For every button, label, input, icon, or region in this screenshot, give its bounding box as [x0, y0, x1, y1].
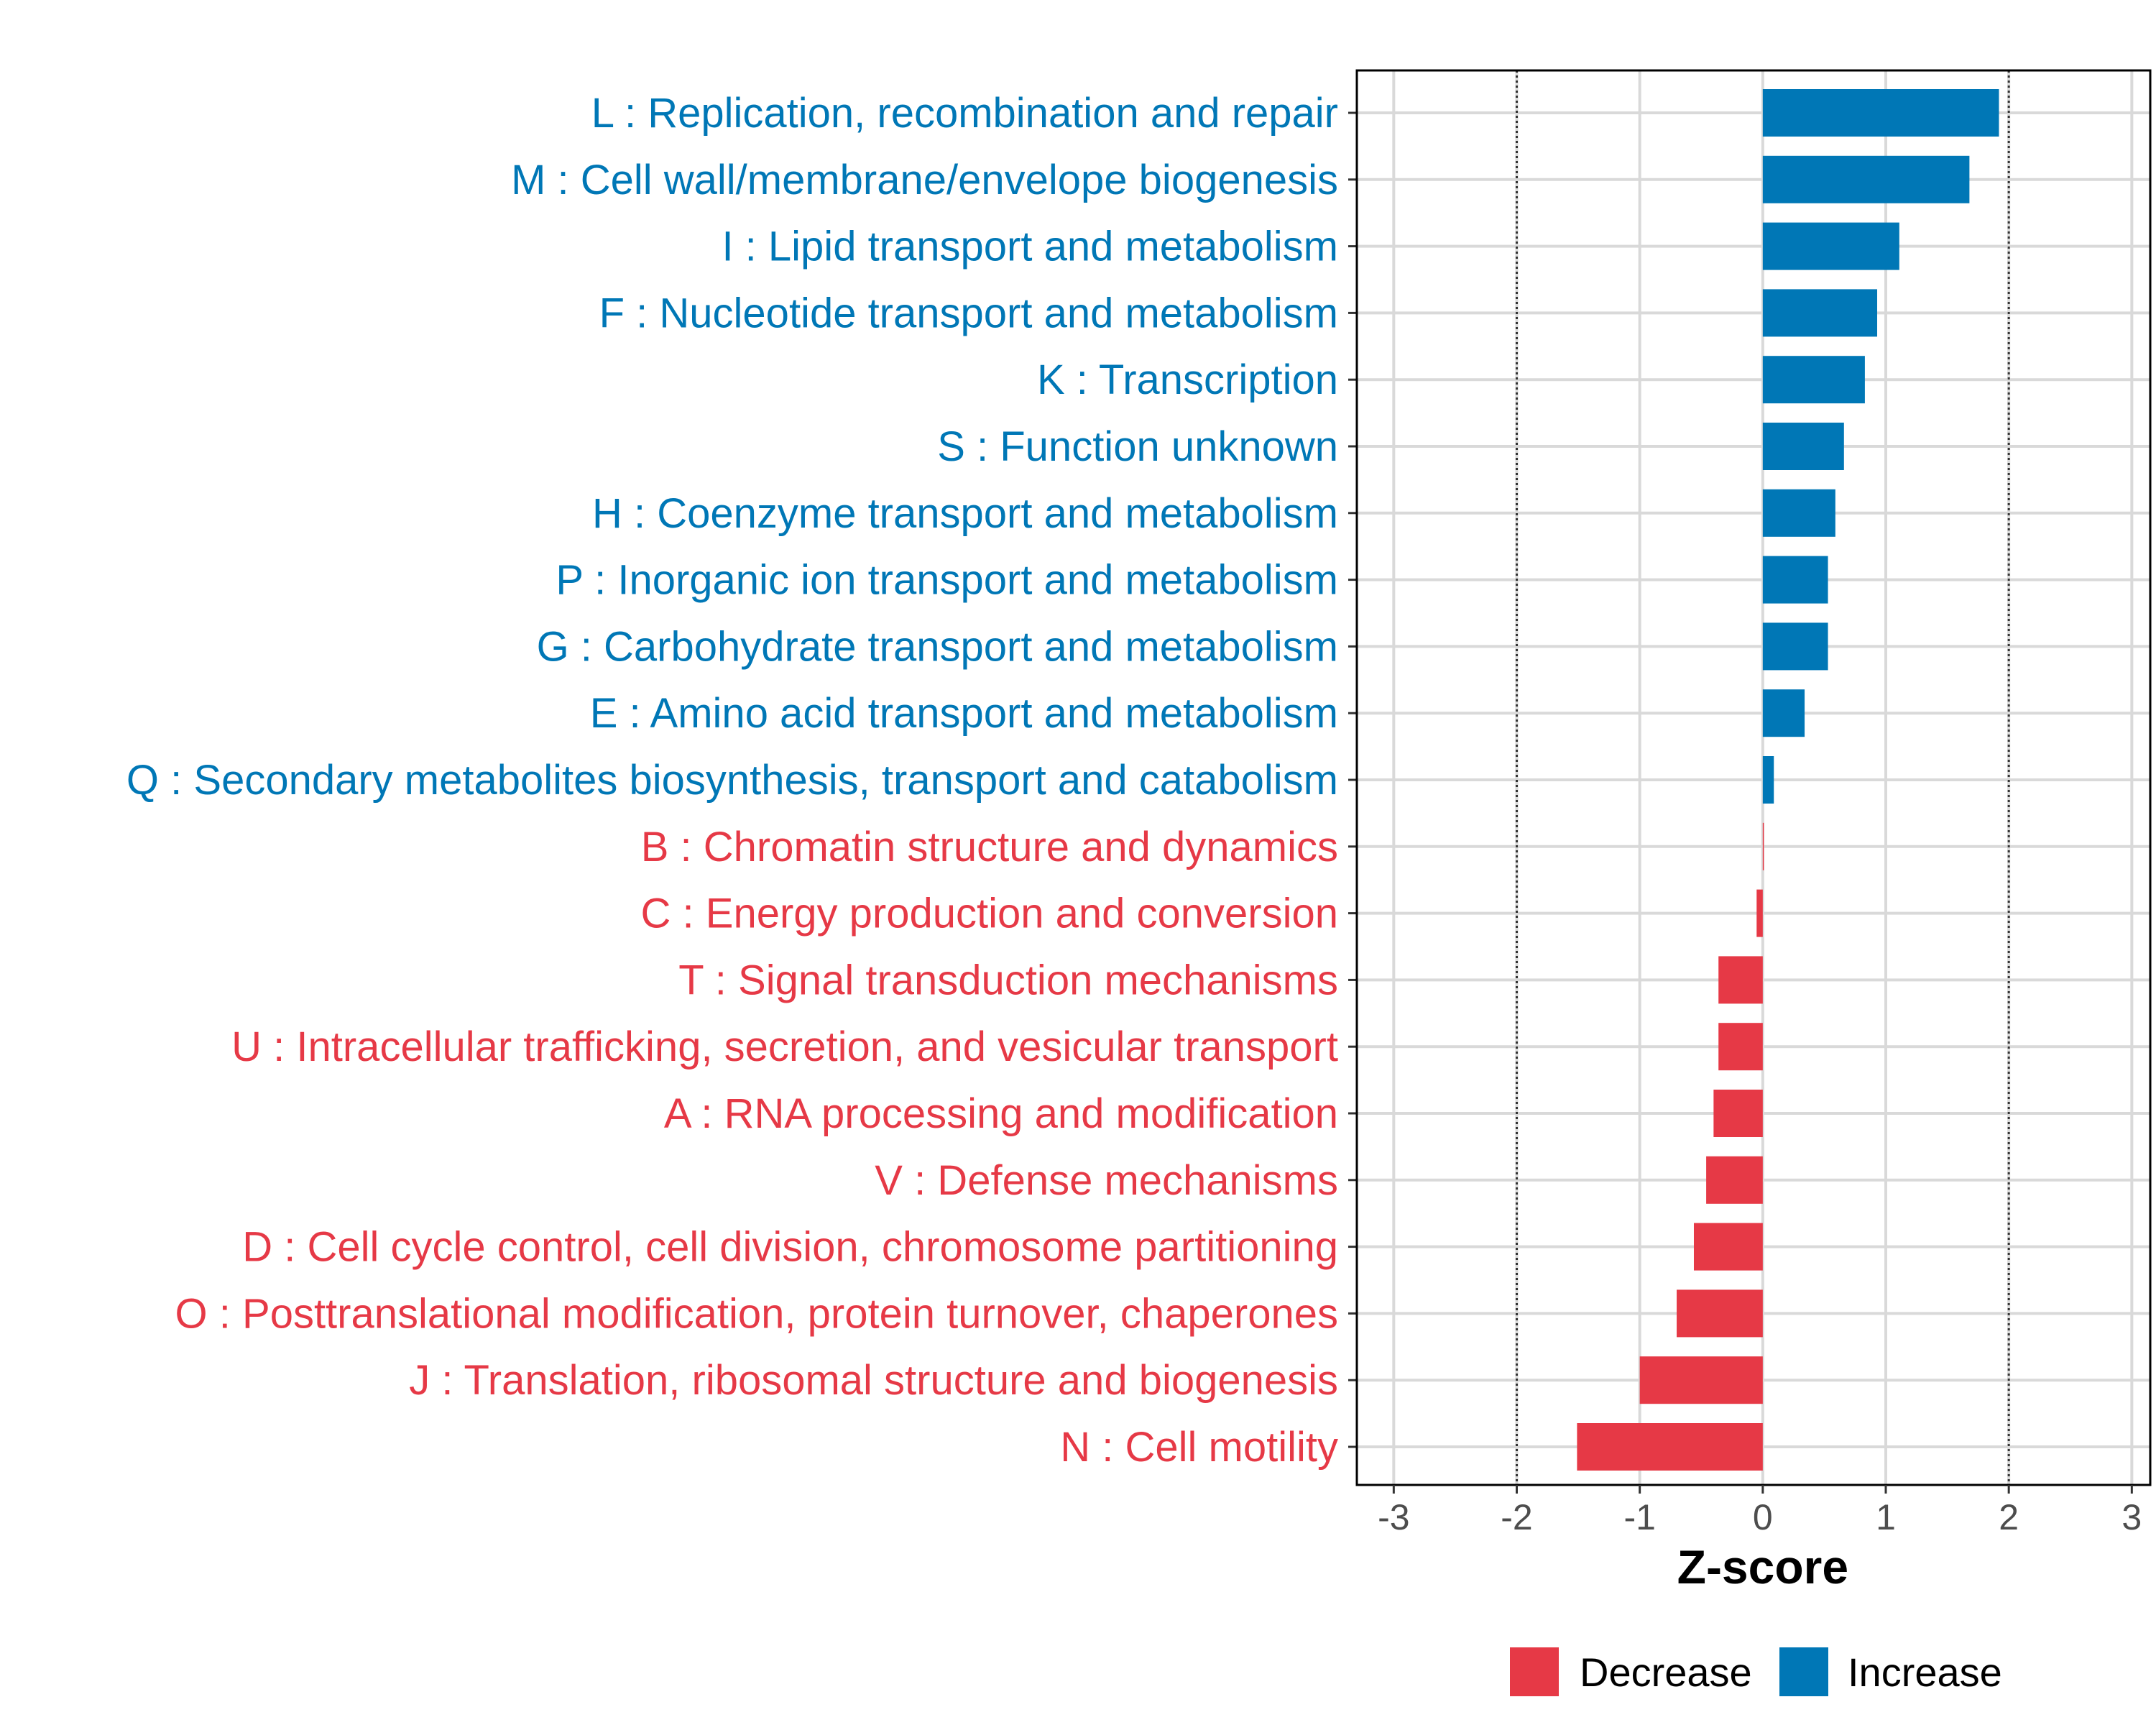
bar — [1762, 89, 1999, 137]
category-label: A : RNA processing and modification — [664, 1090, 1338, 1137]
category-label: M : Cell wall/membrane/envelope biogenes… — [511, 157, 1338, 203]
category-label: N : Cell motility — [1060, 1424, 1338, 1471]
category-label: J : Translation, ribosomal structure and… — [409, 1357, 1338, 1404]
bar — [1762, 622, 1828, 671]
x-tick-label: 0 — [1753, 1497, 1773, 1537]
bar — [1693, 1223, 1763, 1271]
category-label: Q : Secondary metabolites biosynthesis, … — [126, 757, 1338, 804]
bar — [1762, 155, 1970, 203]
x-axis-title: Z-score — [1677, 1540, 1848, 1593]
x-tick-label: 1 — [1876, 1497, 1896, 1537]
category-label: H : Coenzyme transport and metabolism — [592, 490, 1338, 537]
bar — [1639, 1356, 1763, 1404]
bar — [1762, 756, 1774, 804]
category-label: E : Amino acid transport and metabolism — [590, 690, 1338, 737]
category-label: U : Intracellular trafficking, secretion… — [231, 1024, 1338, 1070]
bar — [1677, 1289, 1763, 1338]
x-tick-label: -3 — [1378, 1497, 1409, 1537]
category-label: K : Transcription — [1037, 356, 1338, 403]
bar — [1756, 889, 1763, 937]
category-label: G : Carbohydrate transport and metabolis… — [537, 623, 1338, 670]
category-label: P : Inorganic ion transport and metaboli… — [556, 557, 1338, 604]
x-tick-label: 2 — [1999, 1497, 2019, 1537]
bar — [1713, 1090, 1763, 1137]
category-labels: L : Replication, recombination and repai… — [126, 90, 1357, 1471]
bar — [1718, 956, 1763, 1004]
bar — [1762, 356, 1865, 404]
bar — [1762, 222, 1899, 270]
bar — [1762, 689, 1805, 737]
category-label: T : Signal transduction mechanisms — [678, 957, 1338, 1003]
category-label: F : Nucleotide transport and metabolism — [599, 290, 1338, 336]
category-label: B : Chromatin structure and dynamics — [641, 824, 1338, 870]
x-tick-label: -1 — [1623, 1497, 1655, 1537]
category-label: S : Function unknown — [937, 423, 1338, 470]
category-label: V : Defense mechanisms — [875, 1157, 1338, 1204]
bar — [1762, 289, 1878, 337]
x-tick-label: -2 — [1501, 1497, 1532, 1537]
bar — [1706, 1156, 1763, 1204]
bar — [1762, 822, 1764, 870]
bar — [1718, 1023, 1763, 1071]
bar — [1762, 489, 1835, 537]
legend-label-decrease: Decrease — [1580, 1650, 1752, 1695]
legend-swatch-decrease — [1510, 1647, 1559, 1696]
legend-swatch-increase — [1779, 1647, 1828, 1696]
legend: Decrease Increase — [1510, 1647, 2002, 1696]
category-label: L : Replication, recombination and repai… — [591, 90, 1338, 137]
panel-border — [1355, 69, 2152, 1486]
bars — [1577, 89, 1999, 1471]
x-axis-ticks: -3 -2 -1 0 1 2 3 — [1378, 1485, 2142, 1537]
bar — [1577, 1423, 1763, 1471]
category-label: I : Lipid transport and metabolism — [722, 224, 1338, 270]
category-label: O : Posttranslational modification, prot… — [175, 1290, 1338, 1337]
bar — [1762, 556, 1828, 604]
category-label: D : Cell cycle control, cell division, c… — [242, 1224, 1338, 1271]
bar — [1762, 423, 1844, 470]
x-tick-label: 3 — [2122, 1497, 2142, 1537]
legend-label-increase: Increase — [1848, 1650, 2002, 1695]
category-label: C : Energy production and conversion — [641, 891, 1338, 937]
